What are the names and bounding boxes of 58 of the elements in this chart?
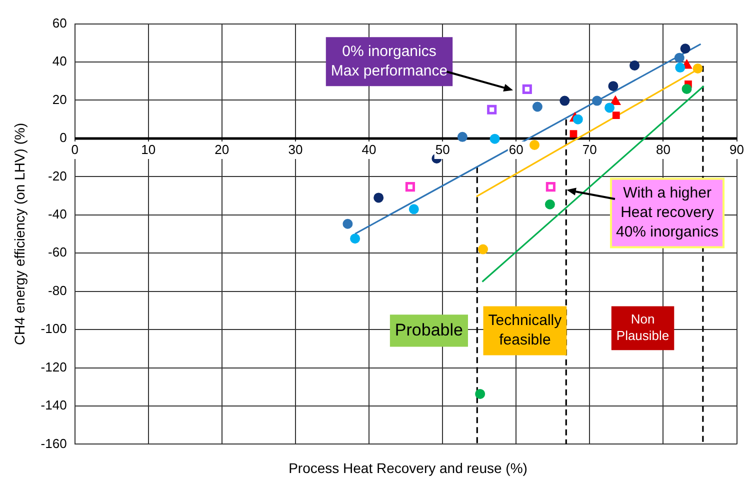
point	[530, 140, 540, 150]
point	[457, 132, 468, 142]
x-tick-label: 90	[730, 142, 744, 157]
y-tick-label: 40	[52, 54, 67, 69]
point	[350, 234, 360, 244]
x-tick-label: 40	[362, 142, 376, 157]
point	[604, 102, 615, 113]
point	[608, 81, 618, 92]
y-tick-label: -40	[48, 206, 67, 222]
x-tick-label: 50	[435, 142, 450, 157]
annotation: Non Plausible	[616, 311, 670, 344]
point	[612, 112, 620, 120]
point	[374, 192, 384, 203]
y-tick-label: 60	[52, 15, 67, 30]
x-axis-title: Process Heat Recovery and reuse (%)	[288, 460, 528, 476]
point	[544, 199, 555, 210]
point	[680, 44, 690, 54]
x-tick-label: 0	[71, 142, 78, 157]
y-tick-label: -80	[48, 282, 67, 298]
y-tick-label: -120	[40, 359, 67, 374]
annotation: 0% inorganics Max performance	[330, 43, 448, 80]
point	[682, 84, 692, 94]
point	[570, 130, 578, 138]
point	[532, 102, 542, 112]
point	[478, 244, 488, 254]
point	[592, 96, 602, 106]
point	[405, 182, 415, 192]
y-tick-label: -20	[48, 168, 67, 184]
y-tick-label: 20	[52, 92, 67, 107]
y-tick-label: -160	[40, 436, 67, 451]
annotation: With a higher Heat recovery 40% inorganics	[616, 184, 719, 241]
annotation: Probable	[394, 320, 463, 340]
point	[560, 96, 570, 106]
annotation: Technically feasible	[488, 312, 562, 349]
y-tick-label: -60	[48, 244, 67, 260]
y-tick-label: -140	[40, 398, 67, 413]
point	[692, 64, 703, 74]
x-tick-label: 70	[582, 142, 597, 157]
x-tick-label: 80	[656, 142, 670, 157]
x-tick-label: 60	[508, 142, 524, 157]
x-tick-label: 20	[214, 142, 230, 157]
point	[490, 134, 500, 144]
point	[675, 62, 686, 73]
point	[522, 84, 532, 94]
point	[674, 52, 684, 63]
point	[342, 218, 353, 229]
y-tick-label: 0	[60, 130, 67, 146]
y-axis-title: CH4 energy efficiency (on LHV) (%)	[11, 122, 28, 346]
point	[408, 204, 419, 214]
x-tick-label: 30	[288, 142, 303, 157]
point	[630, 60, 640, 70]
point	[610, 96, 621, 106]
x-tick-label: 10	[141, 142, 156, 157]
point	[546, 182, 556, 192]
y-tick-label: -100	[40, 321, 67, 336]
point	[475, 388, 486, 399]
point	[487, 104, 497, 114]
point	[572, 114, 583, 124]
